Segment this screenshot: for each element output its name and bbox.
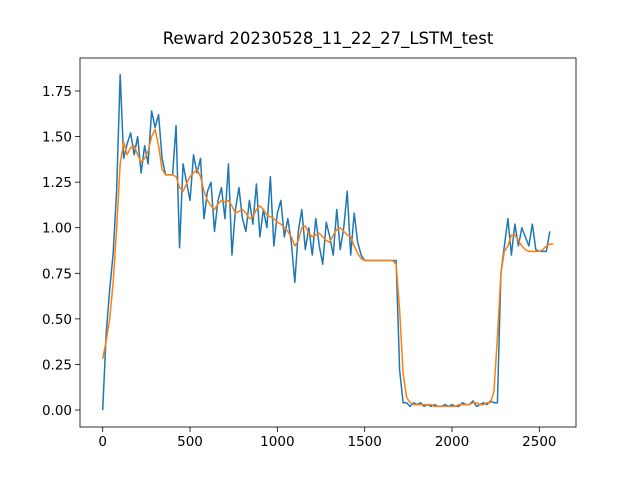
x-tick-label: 2500 [522, 434, 556, 450]
x-tick-label: 500 [177, 434, 203, 450]
y-tick-label: 0.75 [42, 266, 72, 282]
x-tick-label: 1500 [347, 434, 381, 450]
x-tick-label: 1000 [260, 434, 294, 450]
y-tick-label: 1.75 [42, 84, 72, 100]
data-line [101, 128, 554, 408]
y-tick-label: 1.25 [42, 175, 72, 191]
data-line [101, 73, 551, 411]
plot-frame [79, 57, 577, 428]
y-tick-label: 0.25 [42, 357, 72, 373]
x-tick-label: 2000 [435, 434, 469, 450]
y-tick-label: 1.50 [42, 130, 72, 146]
y-tick-label: 1.00 [42, 221, 72, 237]
y-tick-label: 0.00 [42, 403, 72, 419]
y-tick-label: 0.50 [42, 312, 72, 328]
chart-title: Reward 20230528_11_22_27_LSTM_test [163, 29, 494, 49]
x-tick-label: 0 [98, 434, 107, 450]
